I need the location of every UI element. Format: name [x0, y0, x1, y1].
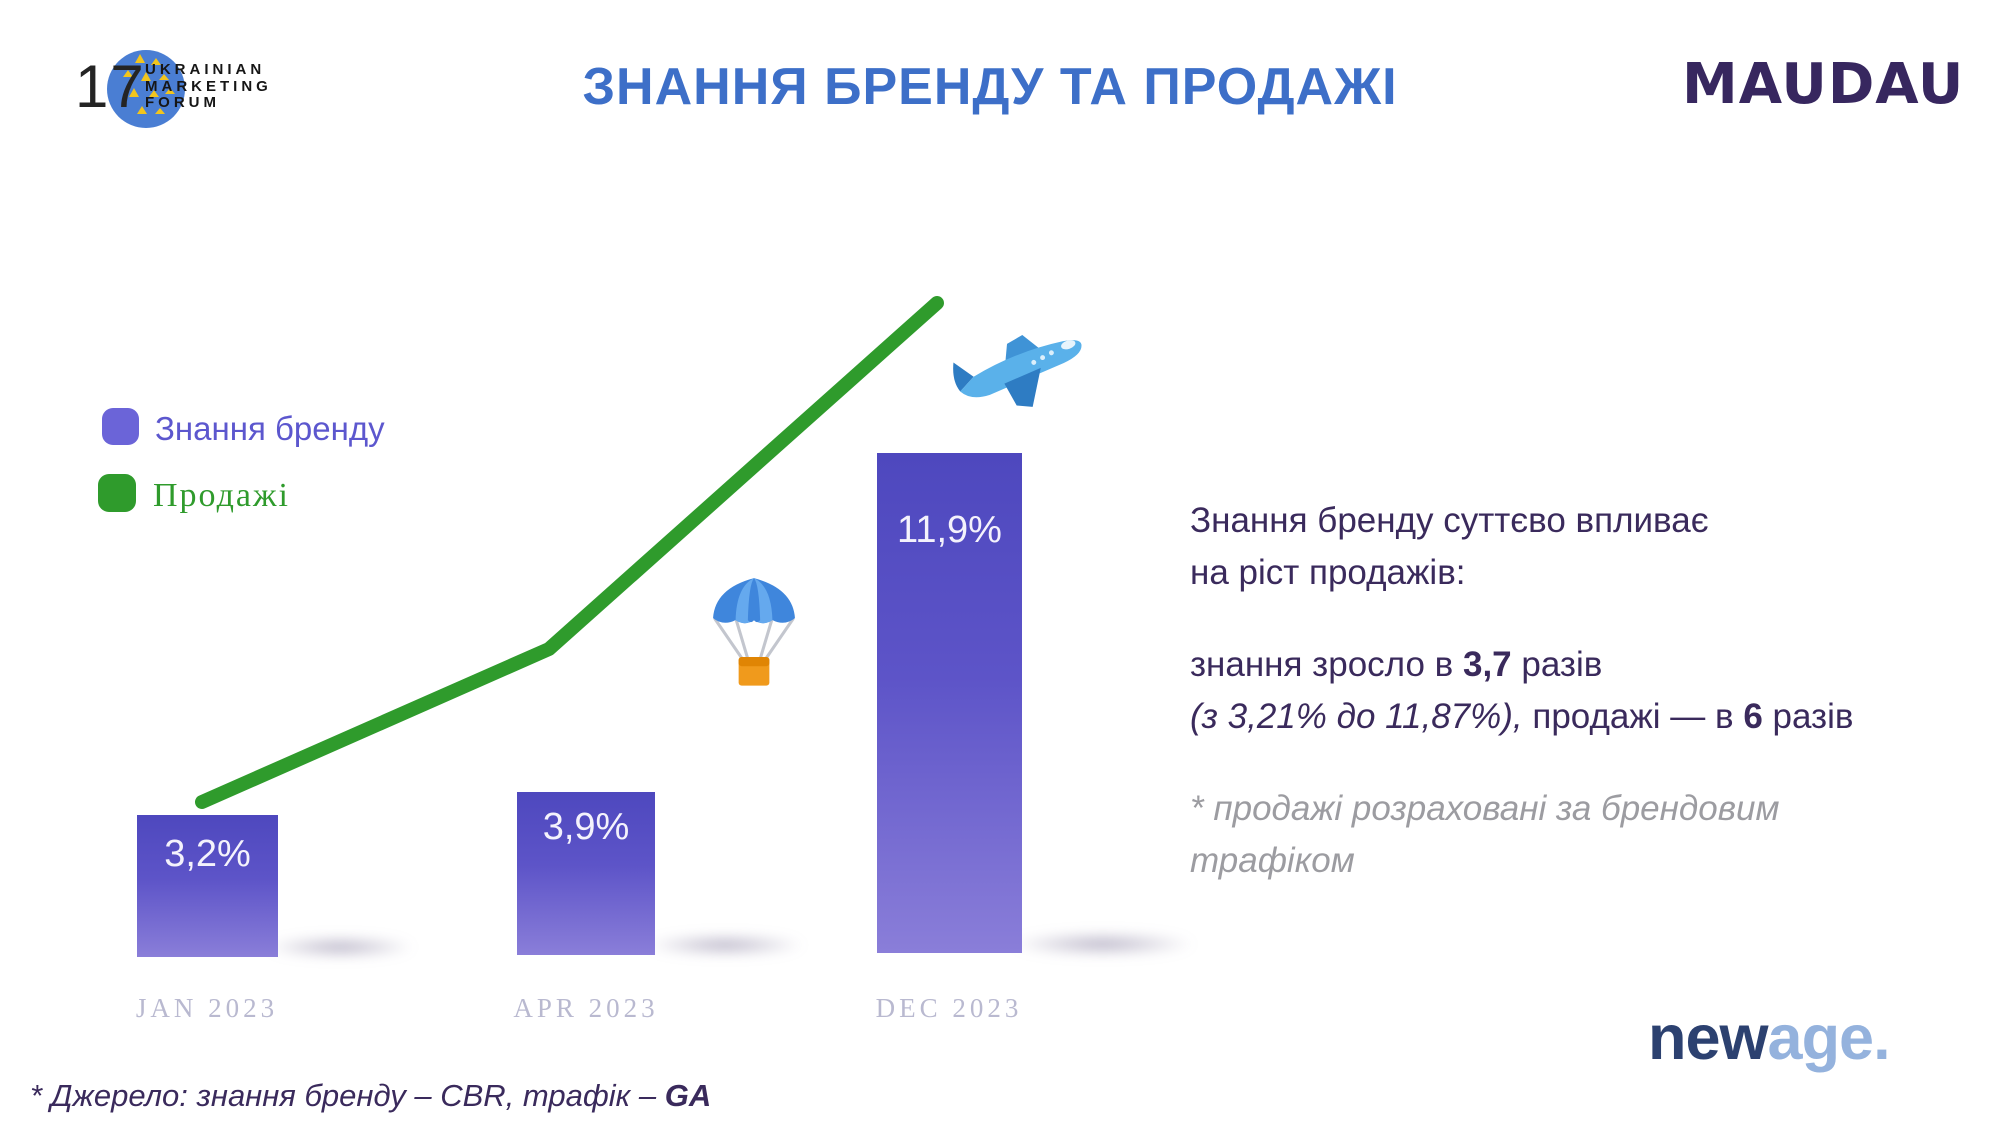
source-footnote: * Джерело: знання бренду – CBR, трафік –…: [30, 1078, 712, 1113]
airplane-emoji: [953, 334, 1082, 407]
newage-logo-new: new: [1648, 1003, 1769, 1073]
stat-awareness-growth: 3,7: [1462, 645, 1512, 684]
bar-shadow: [1010, 932, 1195, 956]
umf-wordmark: UKRAINIAN MARKETING FORUM: [145, 61, 272, 112]
newage-logo: newage.: [1648, 1002, 1891, 1074]
legend-label-sales: Продажі: [153, 477, 290, 514]
insight-text-block: Знання бренду суттєво впливає на ріст пр…: [1190, 495, 1870, 887]
page-title: ЗНАННЯ БРЕНДУ ТА ПРОДАЖІ: [582, 58, 1398, 116]
legend-label-brand: Знання бренду: [155, 410, 385, 447]
insight-note: * продажі розраховані за брендовим трафі…: [1190, 789, 1780, 880]
umf-logo: 17 UKRAINIAN MARKETING FORUM: [75, 46, 275, 132]
x-axis-label-jan: JAN 2023: [135, 993, 279, 1023]
bar-value-label: 3,2%: [164, 833, 251, 875]
bar-shadow: [265, 936, 415, 958]
bar-apr-2023: 3,9%: [517, 792, 655, 955]
maudau-logo: MAUDAU: [1682, 52, 1965, 117]
bar-value-label: 11,9%: [897, 509, 1002, 551]
legend-swatch-brand: [102, 408, 139, 445]
bar-dec-2023: 11,9%: [877, 453, 1022, 953]
x-axis-label-apr: APR 2023: [513, 993, 659, 1023]
stat-sales-growth: 6: [1743, 697, 1763, 736]
insight-stats: знання зросло в 3,7 разів (з 3,21% до 11…: [1190, 645, 1854, 736]
umf-line-1: UKRAINIAN: [145, 61, 266, 78]
umf-circle-icon: [107, 50, 185, 128]
bar-value-label: 3,9%: [542, 806, 630, 848]
insight-line-2: на ріст продажів:: [1190, 553, 1466, 592]
umf-line-2: MARKETING: [145, 77, 272, 95]
newage-logo-age: age.: [1767, 1003, 1891, 1073]
x-axis-label-dec: DEC 2023: [875, 993, 1023, 1023]
insight-intro: Знання бренду суттєво впливає на ріст пр…: [1190, 495, 1870, 599]
bar-jan-2023: 3,2%: [137, 815, 278, 957]
insight-line-1: Знання бренду суттєво впливає: [1190, 501, 1709, 540]
umf-number: 17: [75, 53, 146, 120]
parachute-emoji: [713, 578, 795, 686]
umf-line-3: FORUM: [145, 94, 220, 111]
bar-shadow: [645, 934, 805, 956]
stat-awareness-range: (з 3,21% до 11,87%),: [1190, 697, 1523, 736]
legend-swatch-sales: [98, 474, 136, 512]
